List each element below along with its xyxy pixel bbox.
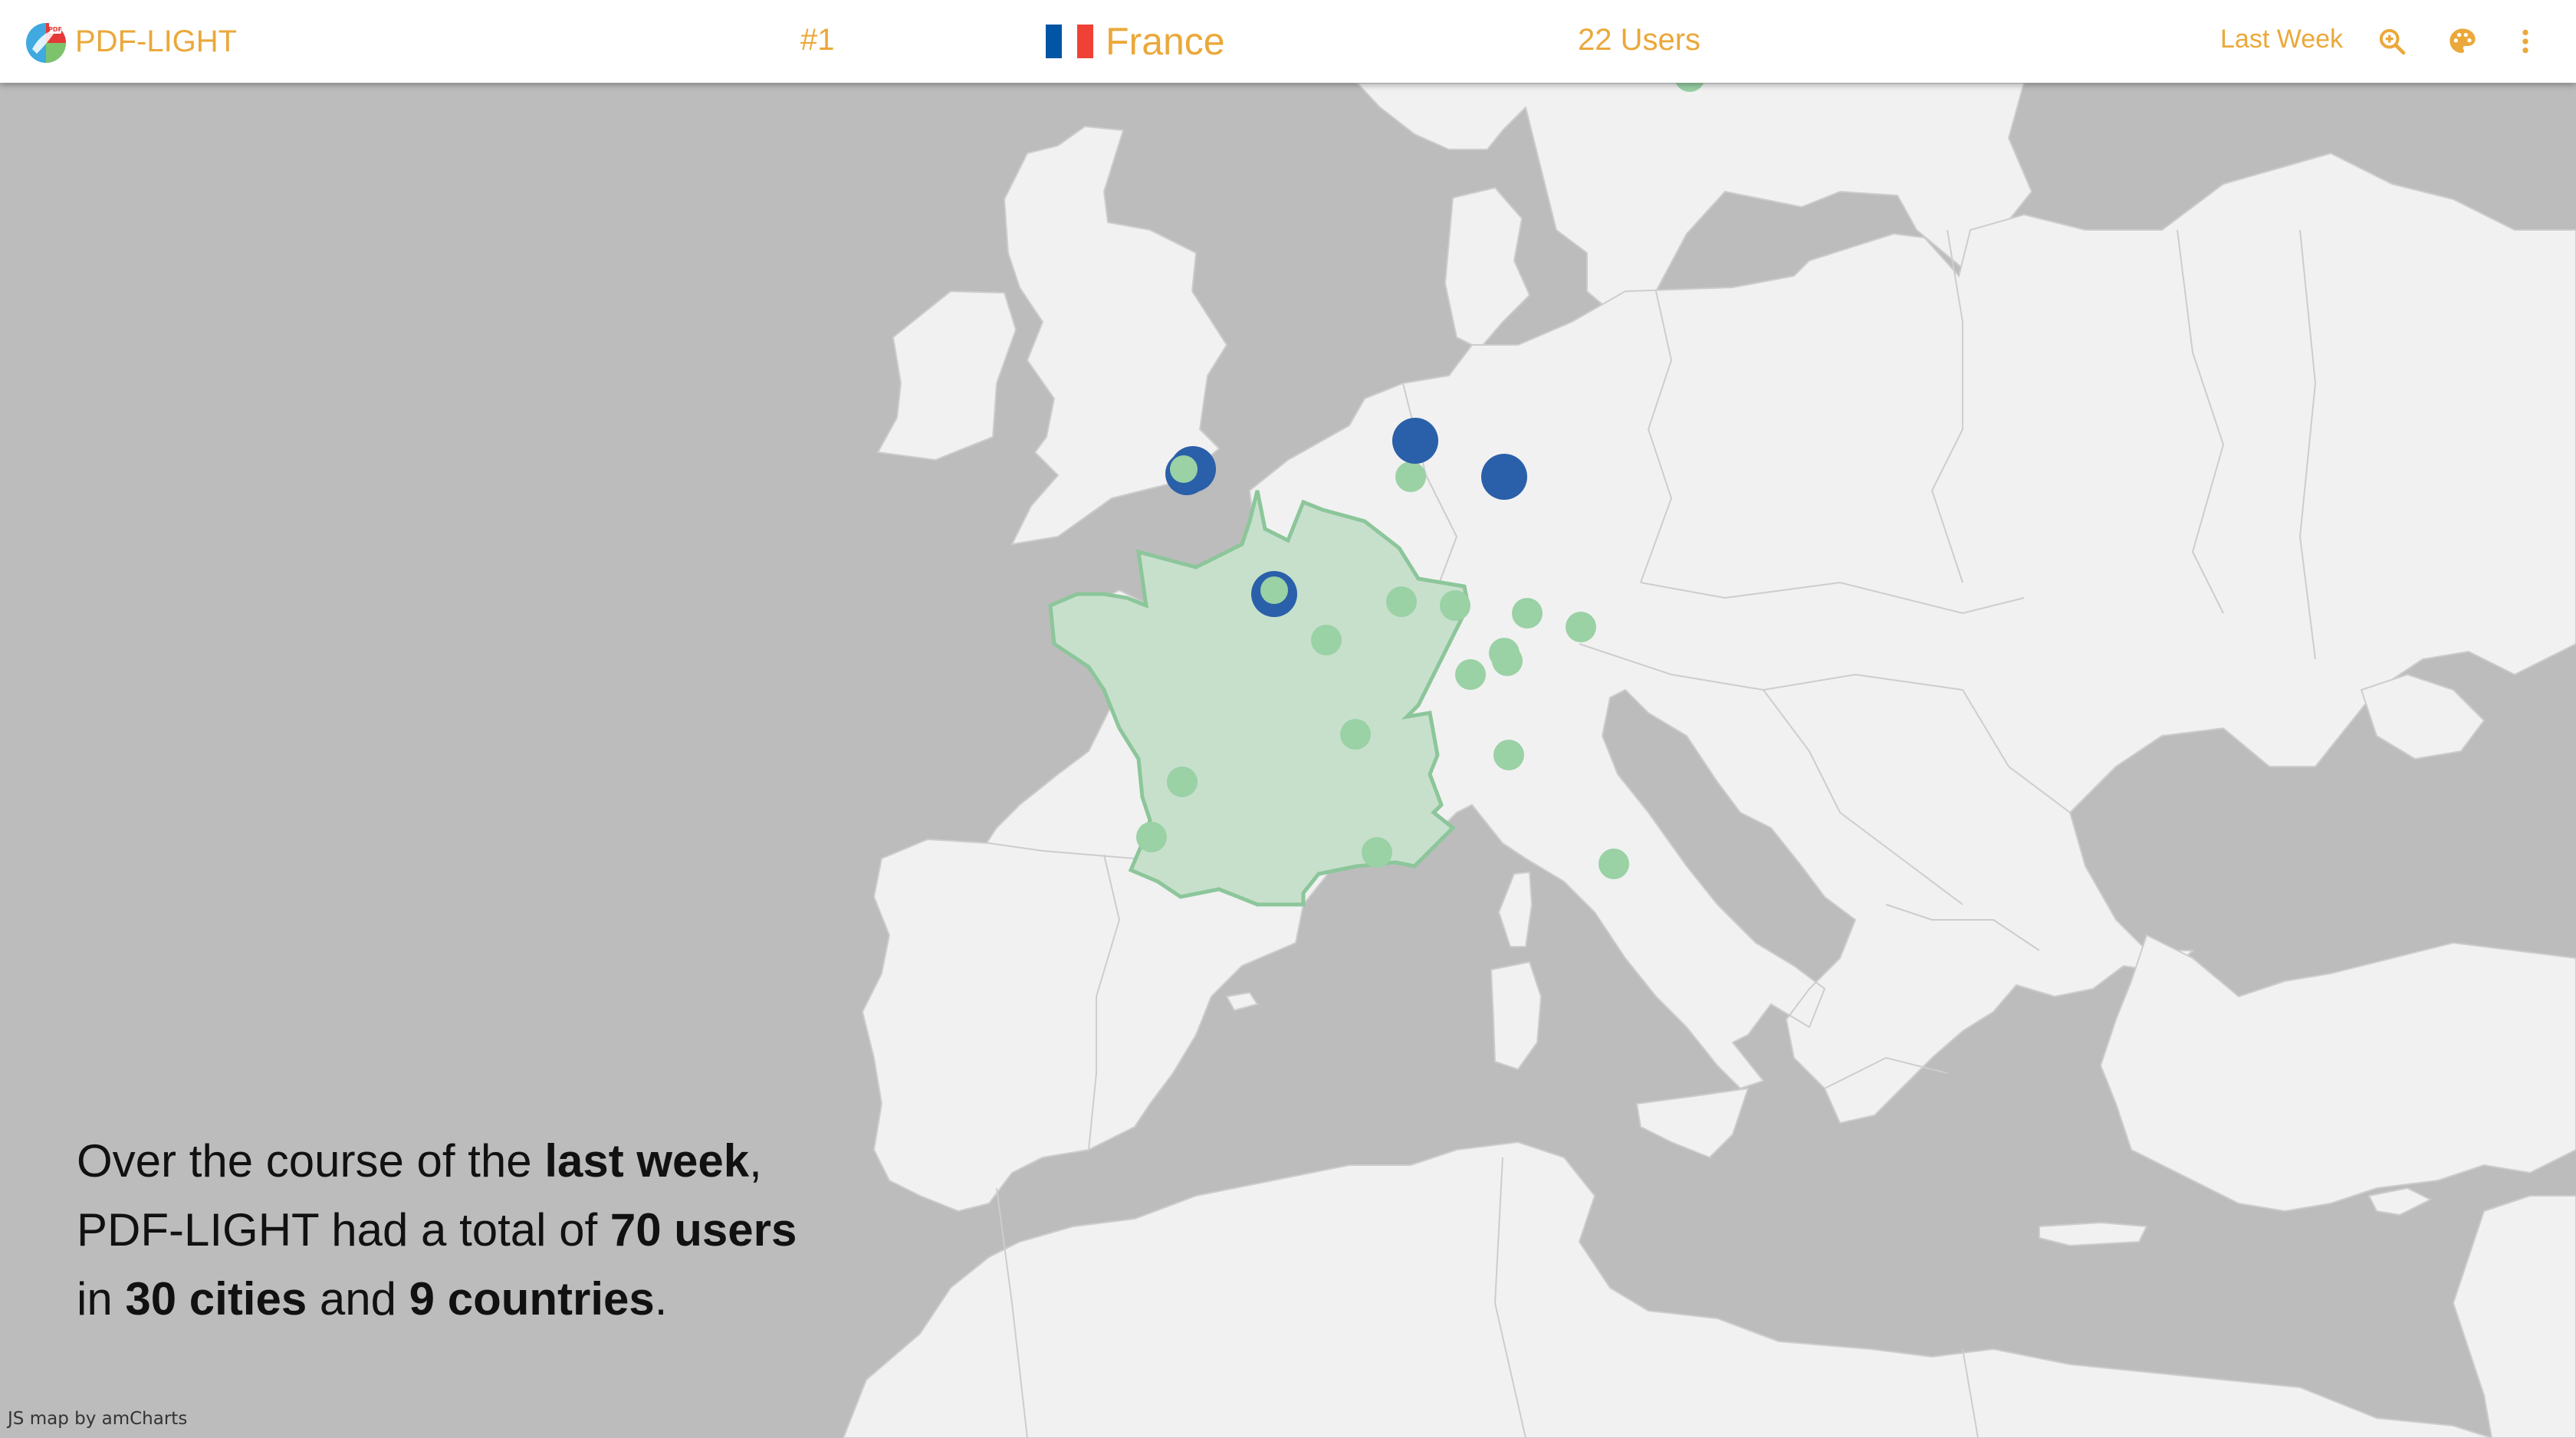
zoom-button[interactable] <box>2372 21 2412 61</box>
highlighted-country-france[interactable] <box>1048 490 1470 907</box>
land-crete <box>2039 1221 2148 1247</box>
brand[interactable]: PDF PDF-LIGHT <box>23 17 237 66</box>
summary-user-total: 70 users <box>610 1204 797 1256</box>
city-marker[interactable] <box>1340 719 1371 750</box>
city-marker[interactable] <box>1492 645 1523 676</box>
summary-text: in <box>77 1273 126 1325</box>
land-great-britain <box>1003 125 1228 546</box>
more-vert-icon <box>2522 29 2528 54</box>
land-denmark <box>1444 186 1531 350</box>
land-masses <box>842 82 2576 1438</box>
city-marker[interactable] <box>1362 837 1392 868</box>
land-corsica <box>1497 871 1533 947</box>
city-marker[interactable] <box>1395 461 1426 492</box>
summary-country-total: 9 countries <box>409 1273 655 1325</box>
city-marker[interactable] <box>1598 849 1629 879</box>
more-options-button[interactable] <box>2505 21 2545 61</box>
summary-text: and <box>307 1273 409 1325</box>
palette-icon <box>2450 28 2476 53</box>
city-marker[interactable] <box>1260 576 1288 604</box>
hub-marker[interactable] <box>1481 454 1527 500</box>
land-sicily <box>1635 1087 1750 1159</box>
city-marker[interactable] <box>1440 590 1470 621</box>
city-marker[interactable] <box>1167 767 1198 797</box>
land-cyprus <box>2367 1187 2433 1216</box>
city-marker[interactable] <box>1493 740 1524 770</box>
flag-stripe-blue <box>1046 25 1062 58</box>
pdf-light-logo-icon: PDF <box>26 23 66 63</box>
land-sardinia <box>1490 960 1543 1071</box>
summary-text: PDF-LIGHT had a total of <box>77 1204 610 1256</box>
land-crimea <box>2360 673 2486 760</box>
city-marker[interactable] <box>1170 455 1198 483</box>
city-marker[interactable] <box>1566 612 1596 642</box>
summary-text: Over the course of the <box>77 1135 545 1187</box>
city-marker[interactable] <box>1311 625 1342 655</box>
country-borders <box>996 229 2317 1438</box>
theme-button[interactable] <box>2443 21 2482 61</box>
user-count: 22 Users <box>1578 23 1701 57</box>
flag-stripe-red <box>1077 25 1094 58</box>
land-balearic <box>1225 991 1259 1012</box>
top-bar: PDF PDF-LIGHT #1 France 22 Users Last We… <box>0 0 2576 83</box>
period-selector[interactable]: Last Week <box>2220 25 2344 54</box>
selected-country[interactable]: France <box>1046 15 1225 67</box>
zoom-in-icon <box>2379 28 2406 55</box>
summary-city-total: 30 cities <box>125 1273 307 1325</box>
hub-marker[interactable] <box>1392 418 1438 464</box>
country-name: France <box>1106 20 1225 63</box>
app-name: PDF-LIGHT <box>75 24 238 58</box>
summary-period: last week <box>544 1135 750 1187</box>
city-marker[interactable] <box>1386 586 1417 617</box>
city-marker[interactable] <box>1136 822 1167 852</box>
hub-markers <box>1165 418 1527 617</box>
land-ireland <box>876 290 1017 461</box>
map-credit[interactable]: JS map by amCharts <box>8 1409 188 1429</box>
land-levant <box>2452 1195 2576 1438</box>
summary-text: . <box>654 1273 668 1325</box>
city-marker[interactable] <box>1455 659 1486 690</box>
svg-text:PDF: PDF <box>48 26 62 33</box>
land-anatolia <box>2099 934 2576 1213</box>
land-north-africa <box>842 1141 2492 1438</box>
flag-stripe-white <box>1061 25 1078 58</box>
city-marker[interactable] <box>1512 598 1543 629</box>
summary-text: , <box>749 1135 762 1187</box>
france-flag-icon <box>1046 25 1094 58</box>
country-rank: #1 <box>800 23 835 57</box>
usage-summary: Over the course of the last week, PDF-LI… <box>77 1127 889 1334</box>
